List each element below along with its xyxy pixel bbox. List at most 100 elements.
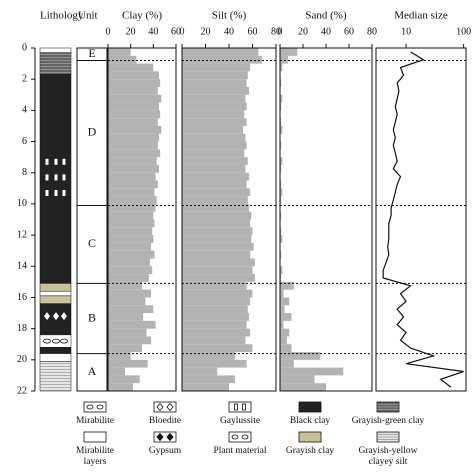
legend-label: Grayish-yellow (358, 446, 417, 456)
profile-bar (182, 180, 247, 189)
profile-bar (280, 297, 290, 306)
profile-bar (280, 281, 294, 290)
profile-bar (108, 289, 152, 298)
x-tick-label: 0 (180, 26, 185, 37)
profile-bar (182, 164, 246, 173)
profile-bar (280, 266, 283, 275)
legend-symbol (96, 404, 104, 410)
profile-bar (108, 48, 131, 56)
profile-bar (108, 164, 159, 173)
profile-bar (182, 375, 235, 384)
bloedite-symbol (61, 312, 67, 321)
lithology-layer (39, 283, 72, 292)
profile-bar (280, 328, 290, 337)
gaylussite-symbol (62, 174, 66, 181)
profile-bar (182, 133, 246, 142)
legend-icon (298, 401, 322, 413)
profile-bar (182, 250, 251, 259)
lithology-layer (39, 361, 72, 392)
legend-symbol (241, 434, 249, 440)
legend-swatch (298, 431, 322, 443)
legend-symbol (166, 402, 174, 412)
profile-bar (182, 172, 249, 181)
profile-bar (108, 336, 152, 345)
depth-tick-label: 8 (22, 167, 27, 178)
lithology-layer (39, 353, 72, 362)
legend-symbol (156, 402, 164, 412)
profile-bar (108, 180, 158, 189)
panel-box (375, 47, 467, 392)
profile-bar (108, 63, 154, 72)
legend-label: Mirabilite (76, 446, 114, 456)
legend-swatch (153, 431, 177, 443)
profile-bar (182, 86, 249, 95)
x-tick-label: 0 (278, 26, 283, 37)
profile-bar (182, 235, 252, 243)
profile-bar (108, 359, 148, 368)
panel-title: Silt (%) (212, 10, 247, 22)
profile-bar (108, 281, 142, 290)
profile-bar (280, 102, 282, 111)
profile-bar (280, 274, 282, 282)
profile-bar (108, 211, 154, 220)
unit-title: Unit (78, 10, 98, 22)
panel-title: Sand (%) (305, 10, 347, 22)
profile-bar (182, 352, 235, 360)
profile-bar (182, 110, 245, 119)
x-tick-label: 20 (126, 26, 136, 37)
profile-bar (182, 125, 244, 134)
legend-icon (153, 431, 177, 443)
median-line (382, 51, 464, 388)
profile-bar (108, 367, 125, 376)
gaylussite-symbol (54, 189, 58, 196)
profile-bar (182, 344, 253, 353)
profile-bar (108, 313, 144, 321)
profile-bar (182, 63, 251, 72)
lithology-layer (39, 295, 72, 304)
legend-icon (228, 431, 252, 443)
profile-bar (280, 141, 282, 150)
profile-bar (182, 48, 259, 56)
profile-bar (182, 242, 254, 251)
profile-bar (182, 118, 247, 126)
panel-title: Median size (394, 10, 448, 22)
panel-title: Clay (%) (122, 10, 162, 22)
lithology-layer (39, 347, 72, 354)
depth-tick-label: 10 (17, 198, 27, 209)
profile-bar (182, 102, 247, 111)
depth-tick-label: 12 (17, 229, 27, 240)
legend-symbol (86, 404, 94, 410)
x-tick-label: 20 (201, 26, 211, 37)
x-tick-label: 80 (271, 26, 281, 37)
depth-tick-label: 18 (17, 323, 27, 334)
profile-bar (280, 196, 282, 204)
profile-bar (182, 305, 248, 314)
profile-bar (108, 235, 154, 243)
profile-bar (182, 188, 251, 197)
profile-bar (280, 211, 282, 220)
profile-bar (108, 172, 156, 181)
profile-bar (280, 250, 282, 259)
gaylussite-symbol (62, 189, 66, 196)
profile-bar (108, 274, 149, 282)
profile-bar (182, 289, 253, 298)
profile-bar (280, 375, 315, 384)
legend-label: clayey silt (369, 457, 408, 467)
profile-bar (182, 336, 246, 345)
profile-bar (182, 157, 248, 165)
legend-label: Gaylussite (220, 416, 260, 426)
legend-label: Black clay (290, 416, 331, 426)
gaylussite-symbol (45, 174, 49, 181)
profile-bar (280, 125, 283, 134)
legend-symbol (234, 403, 238, 411)
profile-bar (182, 274, 255, 282)
x-tick-label: 60 (248, 26, 258, 37)
profile-bar (108, 219, 155, 228)
profile-bar (280, 55, 289, 64)
profile-bar (280, 79, 282, 87)
profile-bar (108, 258, 150, 267)
profile-bar (280, 383, 326, 391)
profile-bar (182, 203, 249, 212)
profile-bar (108, 118, 158, 126)
